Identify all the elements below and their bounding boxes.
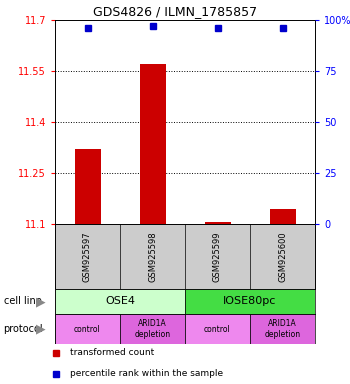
Text: ARID1A
depletion: ARID1A depletion	[134, 319, 170, 339]
Bar	[55, 314, 120, 344]
Bar	[120, 314, 185, 344]
Text: OSE4: OSE4	[105, 296, 135, 306]
Bar	[204, 222, 231, 224]
Text: transformed count: transformed count	[70, 348, 154, 357]
Text: ▶: ▶	[36, 323, 46, 336]
Text: control: control	[74, 324, 101, 333]
Text: cell line: cell line	[4, 296, 41, 306]
Text: percentile rank within the sample: percentile rank within the sample	[70, 369, 223, 379]
Text: GSM925599: GSM925599	[213, 231, 222, 282]
Text: GSM925597: GSM925597	[83, 231, 92, 282]
Text: protocol: protocol	[4, 324, 43, 334]
Text: ▶: ▶	[36, 295, 46, 308]
Text: IOSE80pc: IOSE80pc	[223, 296, 277, 306]
Text: control: control	[204, 324, 231, 333]
Bar	[185, 314, 250, 344]
Text: GDS4826 / ILMN_1785857: GDS4826 / ILMN_1785857	[93, 5, 257, 18]
Bar	[185, 289, 315, 314]
Bar	[55, 289, 185, 314]
Text: GSM925600: GSM925600	[278, 231, 287, 282]
Text: GSM925598: GSM925598	[148, 231, 157, 282]
Bar	[250, 314, 315, 344]
Bar	[75, 149, 100, 224]
Bar	[270, 209, 295, 224]
Text: ARID1A
depletion: ARID1A depletion	[265, 319, 301, 339]
Bar	[140, 64, 166, 224]
